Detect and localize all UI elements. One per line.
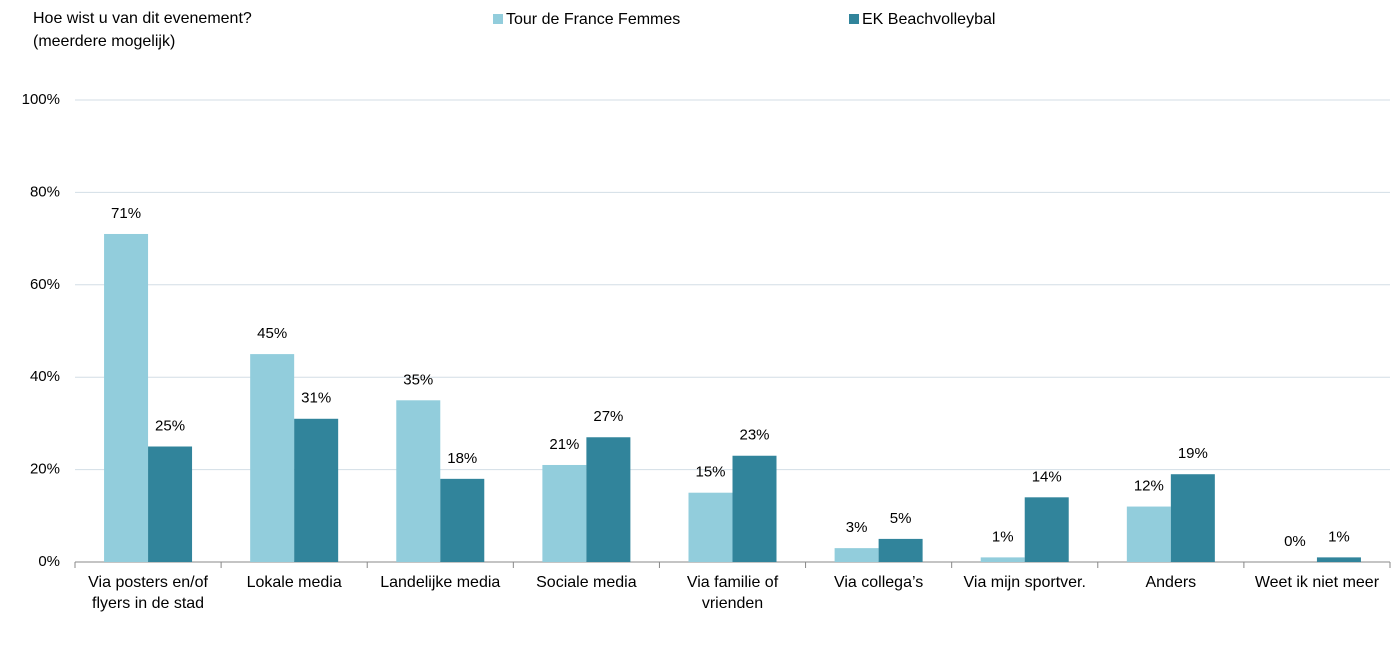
- value-label: 0%: [1284, 533, 1306, 550]
- value-label: 18%: [447, 450, 477, 467]
- bar: [294, 418, 339, 562]
- value-label: 1%: [1328, 528, 1350, 545]
- value-label: 19%: [1178, 445, 1208, 462]
- bar: [1024, 497, 1069, 562]
- value-label: 15%: [695, 464, 725, 481]
- bar: [542, 464, 587, 562]
- value-label: 31%: [301, 390, 331, 407]
- value-label: 21%: [549, 436, 579, 453]
- value-label: 5%: [890, 510, 912, 527]
- bar: [250, 354, 295, 562]
- value-label: 23%: [739, 427, 769, 444]
- bar: [1170, 474, 1215, 562]
- value-label: 35%: [403, 371, 433, 388]
- legend-swatch: [849, 14, 859, 24]
- value-label: 45%: [257, 325, 287, 342]
- bar: [396, 400, 441, 562]
- bar: [980, 557, 1025, 562]
- bar: [834, 548, 879, 562]
- x-tick-label: Landelijke media: [380, 574, 501, 591]
- y-tick-label: 0%: [38, 553, 60, 570]
- x-tick-label: Via familie of vrienden: [686, 574, 779, 612]
- value-label: 3%: [846, 519, 868, 536]
- y-tick-label: 40%: [30, 368, 60, 385]
- bar: [440, 478, 485, 562]
- legend-label: Tour de France Femmes: [506, 11, 680, 28]
- value-label: 1%: [992, 528, 1014, 545]
- bar: [148, 446, 193, 562]
- bar: [104, 233, 149, 563]
- chart-title: Hoe wist u van dit evenement?: [33, 10, 252, 27]
- y-tick-label: 60%: [30, 276, 60, 293]
- x-tick-label: Lokale media: [246, 574, 342, 591]
- value-label: 25%: [155, 417, 185, 434]
- y-tick-label: 100%: [22, 91, 60, 108]
- bar: [732, 455, 777, 562]
- bar: [878, 538, 923, 562]
- chart-subtitle: (meerdere mogelijk): [33, 33, 176, 50]
- legend-swatch: [493, 14, 503, 24]
- value-label: 12%: [1134, 478, 1164, 495]
- bar: [1126, 506, 1171, 562]
- x-tick-label: Anders: [1145, 574, 1197, 591]
- x-tick-label: Weet ik niet meer: [1254, 574, 1380, 591]
- bar: [586, 437, 631, 562]
- x-tick-label: Via collega’s: [833, 574, 924, 591]
- bar: [1316, 557, 1361, 562]
- x-tick-label: Via posters en/of flyers in de stad: [88, 574, 208, 612]
- legend-label: EK Beachvolleybal: [862, 11, 995, 28]
- value-label: 71%: [111, 205, 141, 222]
- value-label: 27%: [593, 408, 623, 425]
- bar: [688, 492, 733, 562]
- y-tick-label: 80%: [30, 183, 60, 200]
- x-tick-label: Sociale media: [536, 574, 637, 591]
- y-tick-label: 20%: [30, 461, 60, 478]
- value-label: 14%: [1032, 468, 1062, 485]
- x-tick-label: Via mijn sportver.: [963, 574, 1086, 591]
